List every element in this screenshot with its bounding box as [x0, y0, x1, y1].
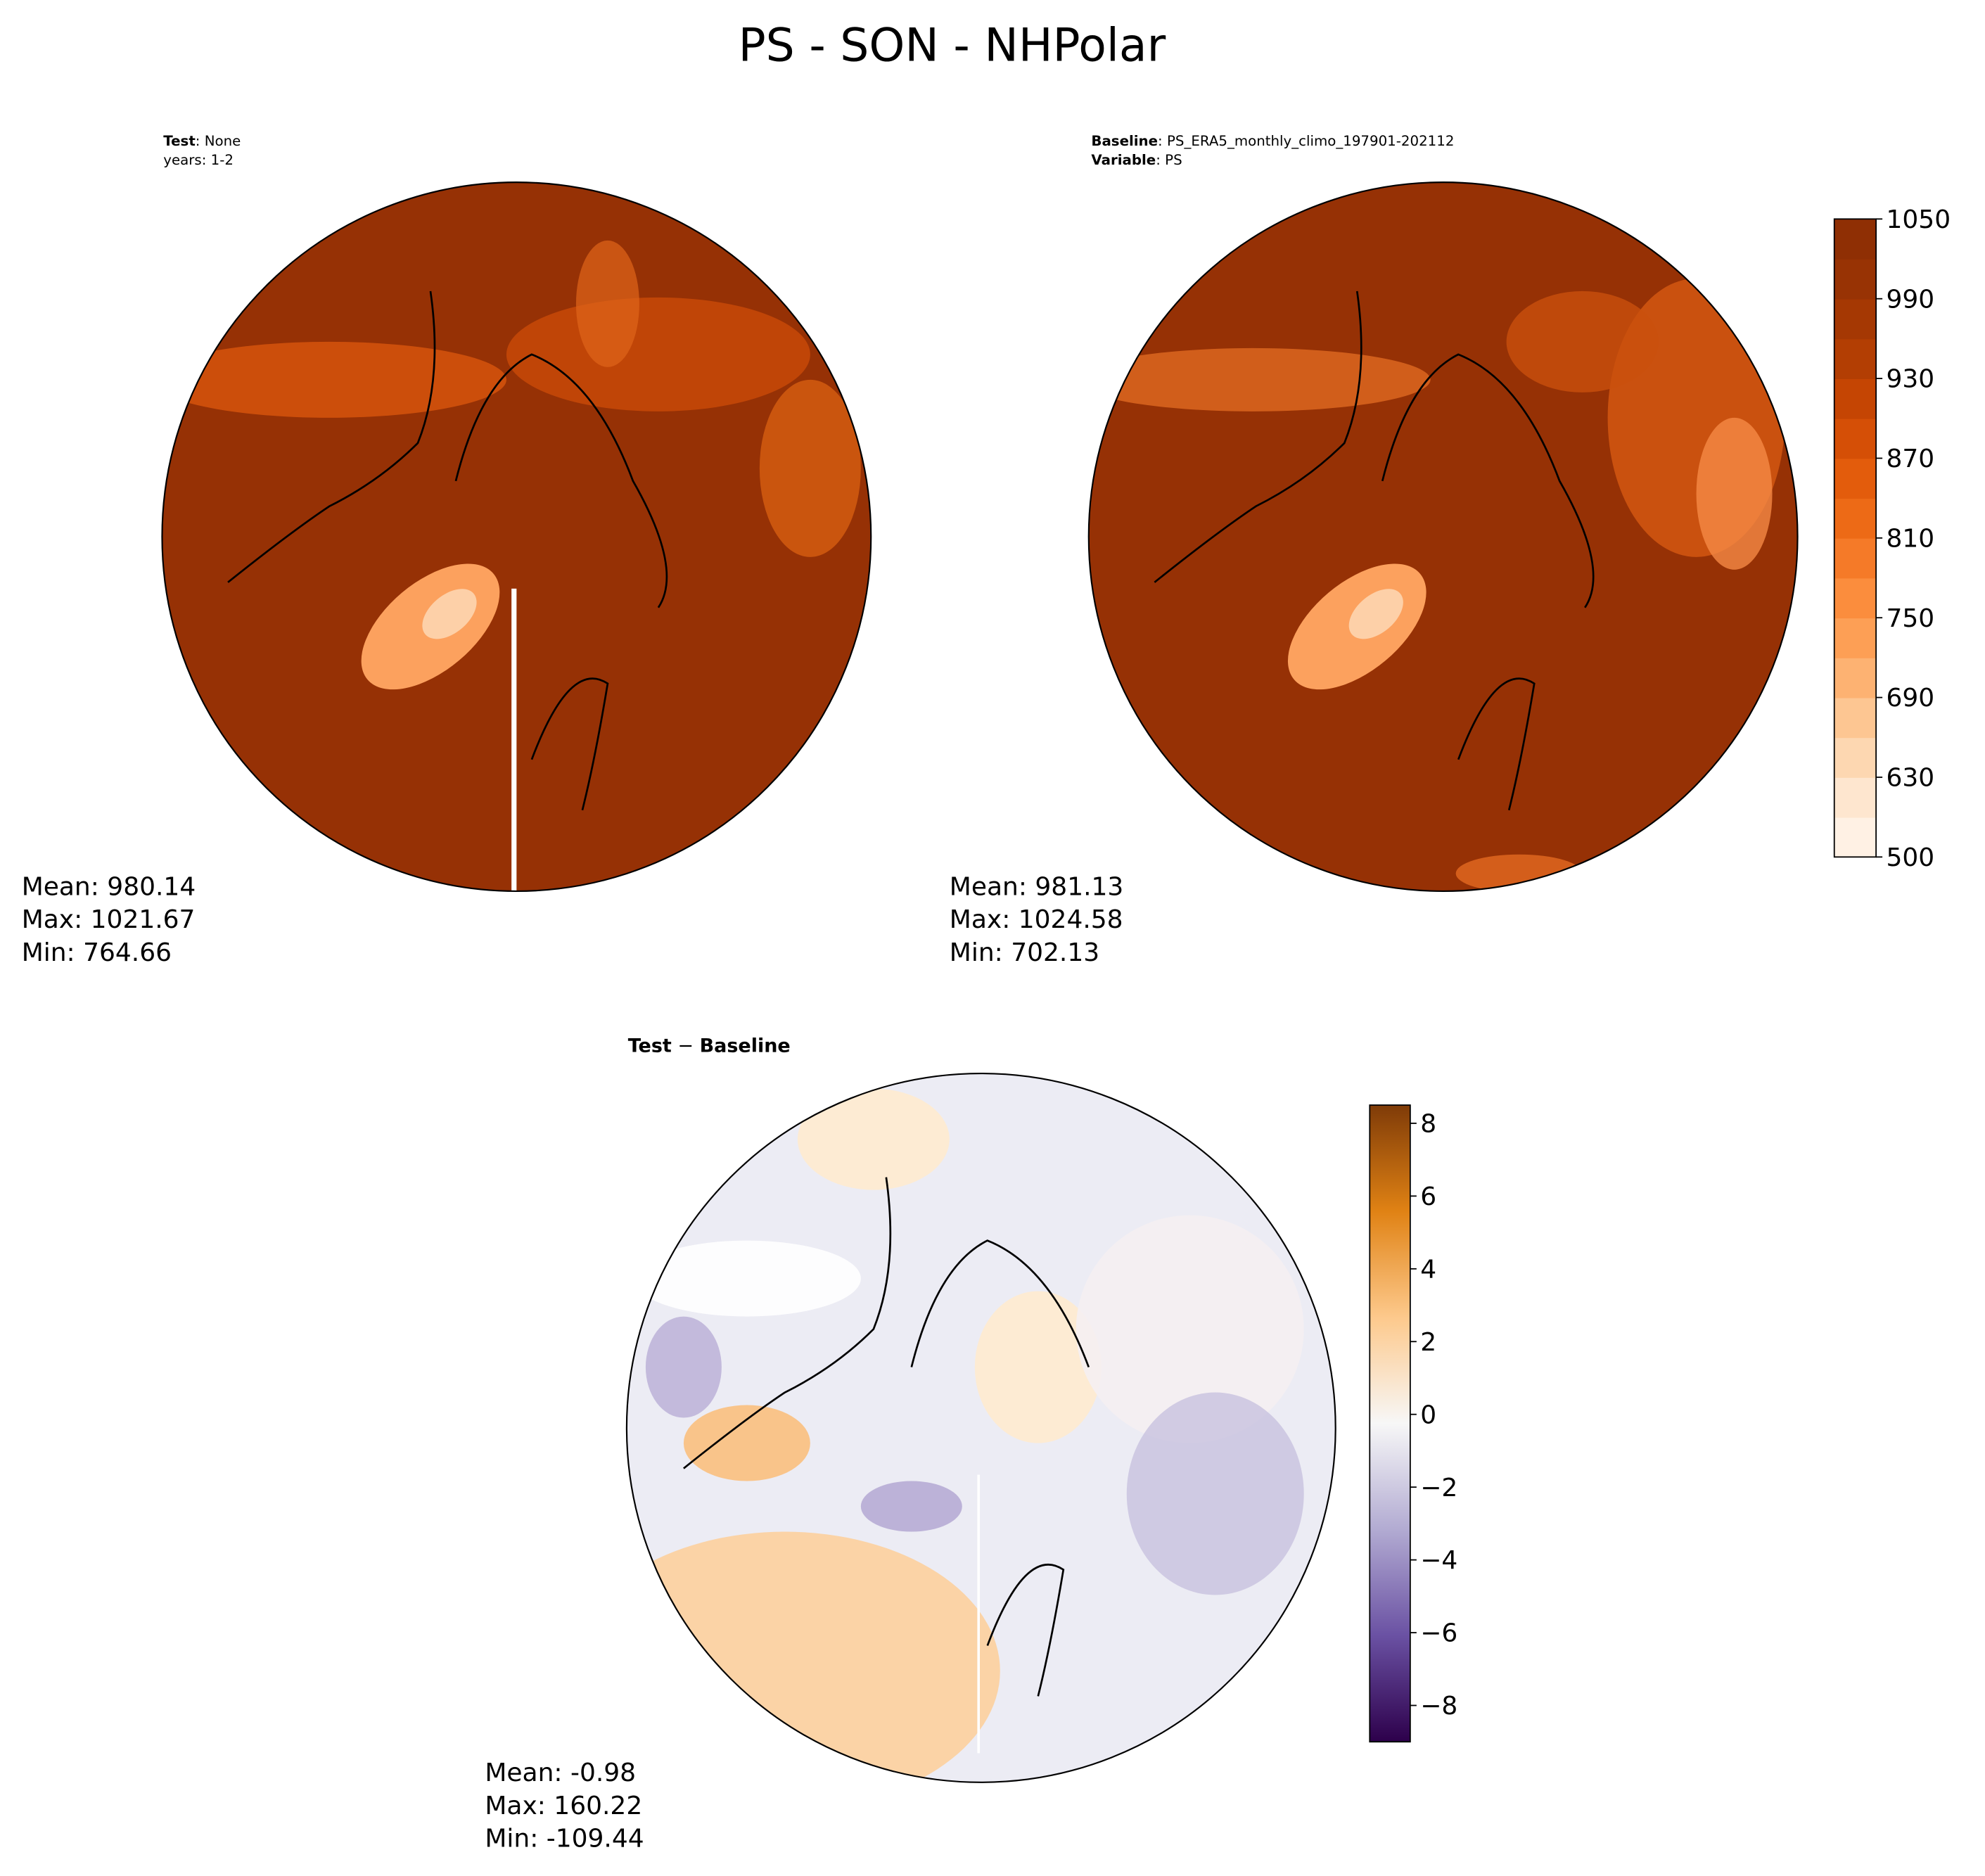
colorbar-bin [1834, 817, 1877, 858]
stat: Mean: -0.98 [485, 1759, 636, 1787]
colorbar-bin [1834, 259, 1877, 300]
colorbar-tick-label: 810 [1887, 524, 1935, 553]
colorbar [1369, 1104, 1411, 1743]
panel-header: years: 1-2 [163, 152, 234, 168]
title-bold: Test [628, 1035, 672, 1057]
colorbar-bin [1834, 418, 1877, 459]
colorbar-tick-label: −8 [1420, 1692, 1457, 1721]
map-border [1087, 181, 1799, 892]
colorbar-tick-label: 690 [1887, 684, 1935, 713]
panel-header: Test: None [163, 133, 241, 149]
colorbar-tick-label: 4 [1420, 1255, 1436, 1284]
colorbar-bin [1834, 458, 1877, 499]
stat: Min: 702.13 [950, 938, 1099, 967]
colorbar-bin [1834, 777, 1877, 818]
colorbar-bin [1834, 338, 1877, 379]
colorbar-bin [1834, 578, 1877, 619]
map-border [625, 1072, 1336, 1783]
colorbar-bin [1834, 378, 1877, 419]
colorbar-bin [1834, 657, 1877, 698]
header-text: : PS_ERA5_monthly_climo_197901-202112 [1158, 133, 1454, 149]
colorbar-tick-label: −4 [1420, 1546, 1457, 1575]
colorbar-tick-label: 930 [1887, 365, 1935, 394]
title-text: − [672, 1035, 700, 1057]
stat: Mean: 980.14 [22, 872, 196, 901]
header-label: Variable [1091, 152, 1156, 168]
colorbar-tick-label: 630 [1887, 764, 1935, 793]
panel-header: Variable: PS [1091, 152, 1182, 168]
stat: Max: 1024.58 [950, 905, 1123, 934]
colorbar-tick-label: 500 [1887, 843, 1935, 872]
stat: Max: 1021.67 [22, 905, 196, 934]
title-bold: Baseline [700, 1035, 791, 1057]
colorbar-tick-label: 2 [1420, 1328, 1436, 1357]
stat: Min: -109.44 [485, 1825, 644, 1853]
map-baseline [1088, 182, 1798, 891]
header-text: years: 1-2 [163, 152, 234, 168]
colorbar-bin [1834, 618, 1877, 658]
colorbar-bin [1834, 737, 1877, 778]
map-border [161, 181, 872, 892]
colorbar-bin [1834, 219, 1877, 260]
stat: Mean: 981.13 [950, 872, 1124, 901]
figure-title: PS - SON - NHPolar [739, 19, 1166, 72]
stat: Max: 160.22 [485, 1792, 642, 1820]
map-test [162, 182, 872, 891]
colorbar-bin [1834, 537, 1877, 579]
colorbar-tick-label: 1050 [1887, 205, 1951, 234]
colorbar-bin [1834, 298, 1877, 340]
colorbar-tick-label: 990 [1887, 285, 1935, 314]
header-label: Test [163, 133, 196, 149]
colorbar-tick-label: −2 [1420, 1474, 1457, 1502]
header-label: Baseline [1091, 133, 1158, 149]
colorbar-tick-label: −6 [1420, 1619, 1457, 1648]
panel-title: Test − Baseline [628, 1035, 791, 1057]
colorbar-tick-label: 750 [1887, 604, 1935, 633]
map-difference [626, 1073, 1336, 1782]
colorbar-bin [1834, 498, 1877, 539]
colorbar-tick-label: 8 [1420, 1110, 1436, 1139]
colorbar-tick-label: 6 [1420, 1182, 1436, 1211]
colorbar-tick-label: 0 [1420, 1400, 1436, 1429]
header-text: : PS [1156, 152, 1182, 168]
stat: Min: 764.66 [22, 938, 172, 967]
colorbar-bin [1834, 697, 1877, 739]
header-text: : None [196, 133, 241, 149]
panel-header: Baseline: PS_ERA5_monthly_climo_197901-2… [1091, 133, 1454, 149]
colorbar-tick-label: 870 [1887, 445, 1935, 473]
